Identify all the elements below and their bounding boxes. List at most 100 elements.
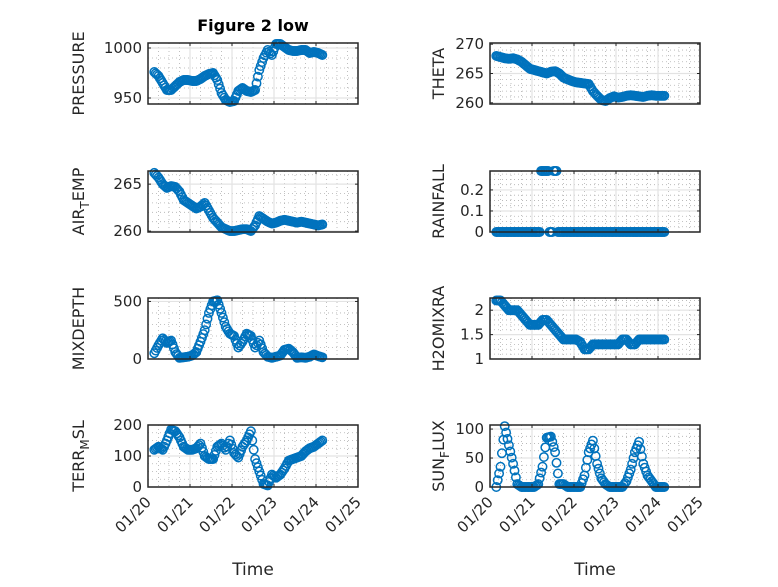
data-point <box>245 426 256 437</box>
y-tick-label: 265 <box>113 175 142 193</box>
subplot-pressure: 950 1000 PRESSURE Figure 2 low <box>69 16 359 116</box>
data-point <box>534 473 545 484</box>
data-point <box>269 471 280 482</box>
axes-box <box>147 170 359 233</box>
x-tick-label: 01/21 <box>154 493 197 536</box>
data-point <box>548 442 559 452</box>
data-point <box>530 481 541 491</box>
data-point <box>503 440 514 451</box>
data-point <box>659 334 670 345</box>
data-point <box>315 436 326 447</box>
y-tick-label: 0.2 <box>460 181 484 199</box>
y-tick-label: 0 <box>474 223 484 241</box>
x-axis-label: Time <box>573 560 616 580</box>
data-point <box>545 431 556 442</box>
y-tick-label: 1.5 <box>460 326 484 344</box>
data-point <box>202 313 213 324</box>
x-tick-label: 01/24 <box>280 493 323 536</box>
axes-box <box>489 170 701 233</box>
data-point <box>248 444 259 455</box>
data-point <box>152 442 163 453</box>
data-point <box>317 50 328 60</box>
y-tick-label: 260 <box>113 222 142 240</box>
x-tick-label: 01/22 <box>538 493 581 536</box>
y-axis-label: RAINFALL <box>429 164 448 239</box>
y-tick-label: 0 <box>132 350 142 368</box>
x-tick-label: 01/20 <box>454 493 497 536</box>
y-tick-label: 100 <box>113 447 142 465</box>
y-tick-label: 270 <box>455 35 484 53</box>
y-axis-label: THETA <box>429 48 448 100</box>
data-point <box>317 435 328 446</box>
data-point <box>201 319 212 330</box>
data-point <box>247 435 258 446</box>
y-axis-label: MIXDEPTH <box>69 287 88 370</box>
data-point <box>196 200 207 211</box>
y-tick-label: 1000 <box>104 39 142 57</box>
y-axis-label: SUNFLUX <box>429 420 452 492</box>
y-tick-label: 1 <box>474 350 484 368</box>
x-tick-label: 01/25 <box>664 493 707 536</box>
y-tick-label: 50 <box>465 449 484 467</box>
data-point <box>550 447 561 458</box>
data-point <box>212 75 223 85</box>
data-point <box>314 437 325 448</box>
x-axis-label: Time <box>231 560 274 580</box>
data-point <box>199 325 210 336</box>
data-point <box>537 461 548 472</box>
data-point <box>317 352 328 363</box>
data-point <box>492 475 503 486</box>
data-point <box>635 444 646 455</box>
x-tick-label: 01/25 <box>322 493 365 536</box>
data-point <box>173 430 184 441</box>
subplot-theta: 260 265 270 THETA <box>429 35 701 112</box>
data-point <box>252 71 263 82</box>
data-point <box>551 457 562 468</box>
data-point <box>502 433 513 444</box>
x-tick-label: 01/24 <box>622 493 665 536</box>
subplot-h2omixra: 1 1.5 2 H2OMIXRA <box>429 286 701 372</box>
data-point <box>240 437 251 448</box>
data-point <box>494 468 505 479</box>
y-tick-label: 950 <box>113 89 142 107</box>
data-point <box>505 446 516 457</box>
data-point <box>509 465 520 476</box>
data-point <box>508 458 519 469</box>
data-point <box>251 78 262 89</box>
y-axis-label: PRESSURE <box>69 31 88 115</box>
data-point <box>268 470 279 481</box>
axes-background <box>490 425 700 487</box>
y-tick-label: 265 <box>455 65 484 83</box>
y-tick-label: 260 <box>455 94 484 112</box>
y-tick-label: 2 <box>474 301 484 319</box>
data-point <box>216 308 227 318</box>
data-point <box>495 461 506 472</box>
data-point <box>212 295 223 306</box>
data-point <box>547 436 558 447</box>
data-point <box>552 468 563 479</box>
subplot-rainfall: 0 0.1 0.2 RAINFALL <box>429 164 701 241</box>
data-point <box>592 458 603 469</box>
data-point <box>538 452 549 463</box>
y-tick-label: 200 <box>113 416 142 434</box>
y-axis-label: AIRTEMP <box>69 167 92 235</box>
data-point <box>192 441 203 452</box>
data-point <box>625 464 636 475</box>
x-tick-label: 01/20 <box>112 493 155 536</box>
data-point <box>250 85 261 95</box>
data-point <box>506 452 517 463</box>
data-point <box>317 219 328 230</box>
axes-box <box>147 297 359 360</box>
data-point <box>533 479 544 490</box>
axes-background <box>148 298 358 359</box>
y-tick-label: 100 <box>455 420 484 438</box>
data-point <box>213 79 224 90</box>
data-point <box>499 421 510 432</box>
x-tick-label: 01/22 <box>196 493 239 536</box>
y-axis-label: TERRMSL <box>69 420 92 493</box>
x-tick-label: 01/23 <box>238 493 281 536</box>
y-axis-label: H2OMIXRA <box>429 286 448 372</box>
